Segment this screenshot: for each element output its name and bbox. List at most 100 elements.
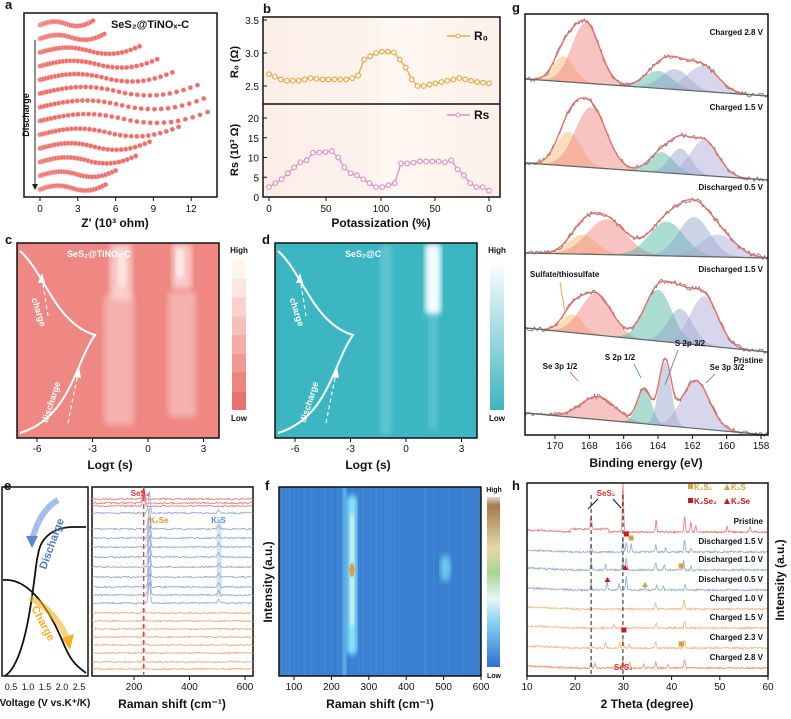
legend-r0: R₀ xyxy=(474,29,488,43)
noise-streak xyxy=(390,487,392,676)
r0-series-point xyxy=(272,73,278,80)
intensity-ridge xyxy=(176,248,184,278)
xps-frame xyxy=(524,13,769,436)
y-axis-label: Intensity (a.u.) xyxy=(773,539,787,620)
noise-streak xyxy=(289,487,291,676)
annotation-pointer xyxy=(569,371,579,382)
r0-series-point xyxy=(444,77,451,84)
r0-series-point xyxy=(426,81,433,88)
r0-series-point xyxy=(277,76,284,83)
nyquist-curve xyxy=(37,181,109,194)
noise-streak xyxy=(376,487,378,676)
y-tick-label: 2.5 xyxy=(245,82,259,93)
data-point xyxy=(68,126,75,132)
data-point xyxy=(91,111,97,117)
rs-series-point xyxy=(328,148,335,155)
data-point xyxy=(101,31,107,37)
legend-k2s2: K₂S₂ xyxy=(694,483,713,492)
x-tick-label: 6 xyxy=(113,204,119,215)
data-point xyxy=(119,78,125,84)
rs-series-point xyxy=(479,184,486,191)
data-point xyxy=(55,86,61,93)
data-point xyxy=(153,92,160,98)
data-point xyxy=(108,76,115,83)
noise-streak xyxy=(463,487,465,676)
colorbar-step xyxy=(232,353,246,373)
data-point xyxy=(193,98,200,104)
xrd-pattern xyxy=(526,620,768,631)
r0-series-point xyxy=(420,83,427,89)
charge-direction-arrow xyxy=(28,595,71,642)
data-point xyxy=(116,89,122,95)
xrd-pattern xyxy=(526,575,769,592)
ses2-annotation: SeS₂ xyxy=(131,489,150,498)
raman-trace xyxy=(91,491,253,515)
data-point xyxy=(134,92,140,98)
data-point xyxy=(103,75,109,81)
x-tick-label: 0 xyxy=(37,204,43,215)
r0-series-point xyxy=(373,50,379,56)
r0-series-point xyxy=(402,64,409,71)
sample-label: SeS₂@C xyxy=(345,249,382,259)
annotation-arrow xyxy=(587,498,599,510)
se3p32-annotation: Se 3p 3/2 xyxy=(710,363,745,372)
data-point xyxy=(83,84,89,90)
raman-trace xyxy=(91,630,254,639)
r0-series-point xyxy=(266,71,272,78)
data-point xyxy=(147,92,153,99)
x-tick-label: 60 xyxy=(762,682,774,693)
colorbar-low-label: Low xyxy=(487,673,502,680)
panel-label-b: b xyxy=(263,1,271,16)
r0-series-point xyxy=(283,77,290,84)
r0-series-point xyxy=(355,72,362,79)
data-point xyxy=(124,78,130,84)
data-point xyxy=(86,111,92,117)
data-point xyxy=(59,86,65,92)
r0-series-point xyxy=(438,79,445,85)
noise-streak xyxy=(337,487,339,676)
discharge-arrow xyxy=(67,372,79,424)
x-tick-label: 162 xyxy=(684,441,701,452)
phase-square-icon xyxy=(628,535,634,541)
rs-series-point xyxy=(460,172,467,179)
charge-label: Charge xyxy=(28,604,56,643)
pattern-label: Pristine xyxy=(734,517,764,526)
data-point xyxy=(174,89,180,95)
data-point xyxy=(109,113,115,120)
colorbar-high-label: High xyxy=(230,246,248,255)
data-point xyxy=(175,118,181,124)
xps-background xyxy=(525,14,768,435)
raman-trace xyxy=(91,525,254,549)
data-point xyxy=(65,112,71,118)
xrd-pattern xyxy=(526,637,768,651)
raman-trace xyxy=(92,535,253,559)
rs-series-point xyxy=(335,154,342,161)
annotation-pointer xyxy=(633,363,642,379)
r0-series-point xyxy=(450,76,457,83)
x-tick-label: 0 xyxy=(266,204,272,215)
nyquist-curve xyxy=(37,139,153,153)
data-point xyxy=(190,114,196,120)
data-point xyxy=(91,127,97,133)
data-point xyxy=(145,132,151,139)
raman-trace xyxy=(92,491,253,505)
arrow-head-icon xyxy=(74,367,81,378)
data-point xyxy=(154,56,160,62)
data-point xyxy=(157,74,164,80)
data-point xyxy=(87,60,93,66)
data-point xyxy=(105,63,111,70)
rs-series-point xyxy=(366,180,373,187)
data-point xyxy=(163,128,169,134)
colorbar-step xyxy=(232,278,246,298)
y-tick-label: 0 xyxy=(253,193,259,204)
sulfate-annotation: Sulfate/thiosulfate xyxy=(530,270,600,279)
nyquist-curve xyxy=(37,95,207,112)
x-tick-label: 500 xyxy=(435,682,452,693)
data-point xyxy=(140,78,147,84)
envelope-fit xyxy=(525,97,768,181)
raman-trace xyxy=(91,581,253,605)
heatmap-frame xyxy=(278,486,482,677)
data-point xyxy=(104,86,111,92)
noise-streak xyxy=(399,487,401,676)
rs-series-point xyxy=(347,170,354,177)
